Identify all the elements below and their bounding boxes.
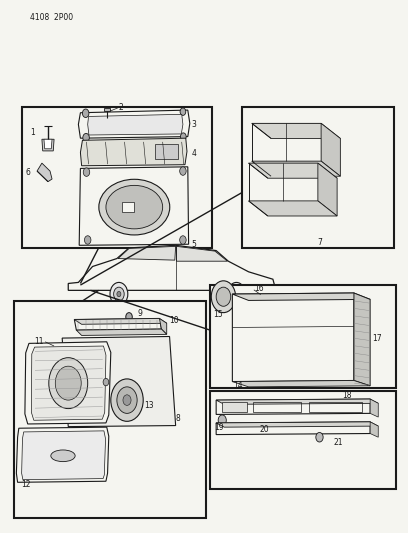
Text: 2: 2 <box>119 103 124 112</box>
Polygon shape <box>216 399 378 405</box>
Bar <box>155 144 177 159</box>
Bar <box>222 402 246 412</box>
Circle shape <box>84 236 91 244</box>
Bar <box>242 108 395 248</box>
Polygon shape <box>318 163 337 216</box>
Polygon shape <box>16 427 109 482</box>
Circle shape <box>114 287 124 301</box>
Polygon shape <box>78 110 190 138</box>
Text: 5: 5 <box>191 240 196 249</box>
Polygon shape <box>233 293 370 301</box>
Polygon shape <box>76 329 167 335</box>
Bar <box>104 108 110 111</box>
Polygon shape <box>252 123 340 139</box>
Polygon shape <box>22 431 106 480</box>
Text: 10: 10 <box>169 316 178 325</box>
Text: 4: 4 <box>192 149 197 158</box>
Ellipse shape <box>51 450 75 462</box>
Polygon shape <box>370 399 378 417</box>
Circle shape <box>180 108 186 115</box>
Circle shape <box>180 236 186 244</box>
Circle shape <box>180 133 186 140</box>
Polygon shape <box>74 318 162 330</box>
Polygon shape <box>233 293 354 382</box>
Polygon shape <box>216 422 370 434</box>
Circle shape <box>117 387 137 414</box>
Circle shape <box>180 167 186 175</box>
Circle shape <box>117 292 121 297</box>
Text: 11: 11 <box>35 337 44 346</box>
Circle shape <box>211 281 235 313</box>
Circle shape <box>126 313 132 321</box>
Bar <box>122 202 134 213</box>
Circle shape <box>55 366 81 400</box>
Circle shape <box>316 432 323 442</box>
Text: 9: 9 <box>137 309 142 318</box>
Text: 6: 6 <box>26 167 31 176</box>
Polygon shape <box>74 318 167 324</box>
Polygon shape <box>248 163 337 178</box>
Polygon shape <box>88 114 183 135</box>
Polygon shape <box>68 245 275 290</box>
Polygon shape <box>37 163 52 182</box>
Polygon shape <box>252 123 321 161</box>
Polygon shape <box>62 336 175 426</box>
Bar <box>210 285 397 389</box>
Text: 18: 18 <box>342 391 351 400</box>
Text: 15: 15 <box>213 310 223 319</box>
Polygon shape <box>370 422 378 437</box>
Polygon shape <box>248 201 337 216</box>
Text: 12: 12 <box>21 480 30 489</box>
Circle shape <box>123 395 131 406</box>
Polygon shape <box>321 123 340 176</box>
Polygon shape <box>233 381 370 387</box>
Polygon shape <box>118 246 175 260</box>
Circle shape <box>83 168 90 176</box>
Polygon shape <box>44 139 52 149</box>
Text: 3: 3 <box>192 120 197 129</box>
Ellipse shape <box>106 185 163 229</box>
Text: 7: 7 <box>317 238 322 247</box>
Text: 16: 16 <box>255 284 264 293</box>
Circle shape <box>218 415 226 425</box>
Text: 8: 8 <box>175 414 180 423</box>
Text: 21: 21 <box>334 438 343 447</box>
Bar <box>309 402 362 412</box>
Polygon shape <box>176 246 228 261</box>
Ellipse shape <box>99 179 170 235</box>
Polygon shape <box>25 342 111 424</box>
Text: 13: 13 <box>144 401 154 410</box>
Text: 14: 14 <box>233 381 243 390</box>
Polygon shape <box>42 139 54 151</box>
Text: 1: 1 <box>30 128 35 138</box>
Text: 17: 17 <box>372 334 382 343</box>
Polygon shape <box>252 161 340 176</box>
Bar <box>253 402 301 412</box>
Circle shape <box>216 287 231 306</box>
Text: 4108  2P00: 4108 2P00 <box>30 13 73 22</box>
Polygon shape <box>216 422 378 427</box>
Circle shape <box>82 109 89 117</box>
Circle shape <box>111 379 143 421</box>
Circle shape <box>231 287 242 301</box>
Bar <box>210 391 397 489</box>
Circle shape <box>103 378 109 386</box>
Circle shape <box>234 292 238 297</box>
Text: 20: 20 <box>260 425 270 434</box>
Polygon shape <box>160 318 167 334</box>
Bar <box>13 301 206 519</box>
Polygon shape <box>354 293 370 386</box>
Polygon shape <box>216 399 370 415</box>
Bar <box>22 108 212 248</box>
Polygon shape <box>79 167 188 245</box>
Text: 19: 19 <box>215 423 224 432</box>
Circle shape <box>83 133 89 142</box>
Polygon shape <box>31 346 106 420</box>
Circle shape <box>110 282 128 306</box>
Circle shape <box>49 358 88 409</box>
Circle shape <box>228 282 245 306</box>
Polygon shape <box>248 163 318 201</box>
Polygon shape <box>80 138 187 166</box>
